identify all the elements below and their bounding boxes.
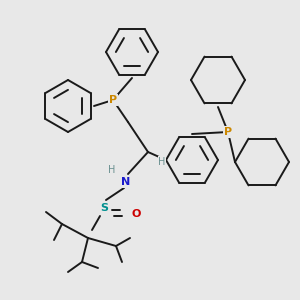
Text: S: S [100,203,108,213]
Text: H: H [108,165,116,175]
Text: H: H [158,157,166,167]
Text: N: N [122,177,130,187]
Text: P: P [109,95,117,105]
Text: O: O [131,209,141,219]
Text: P: P [224,127,232,137]
